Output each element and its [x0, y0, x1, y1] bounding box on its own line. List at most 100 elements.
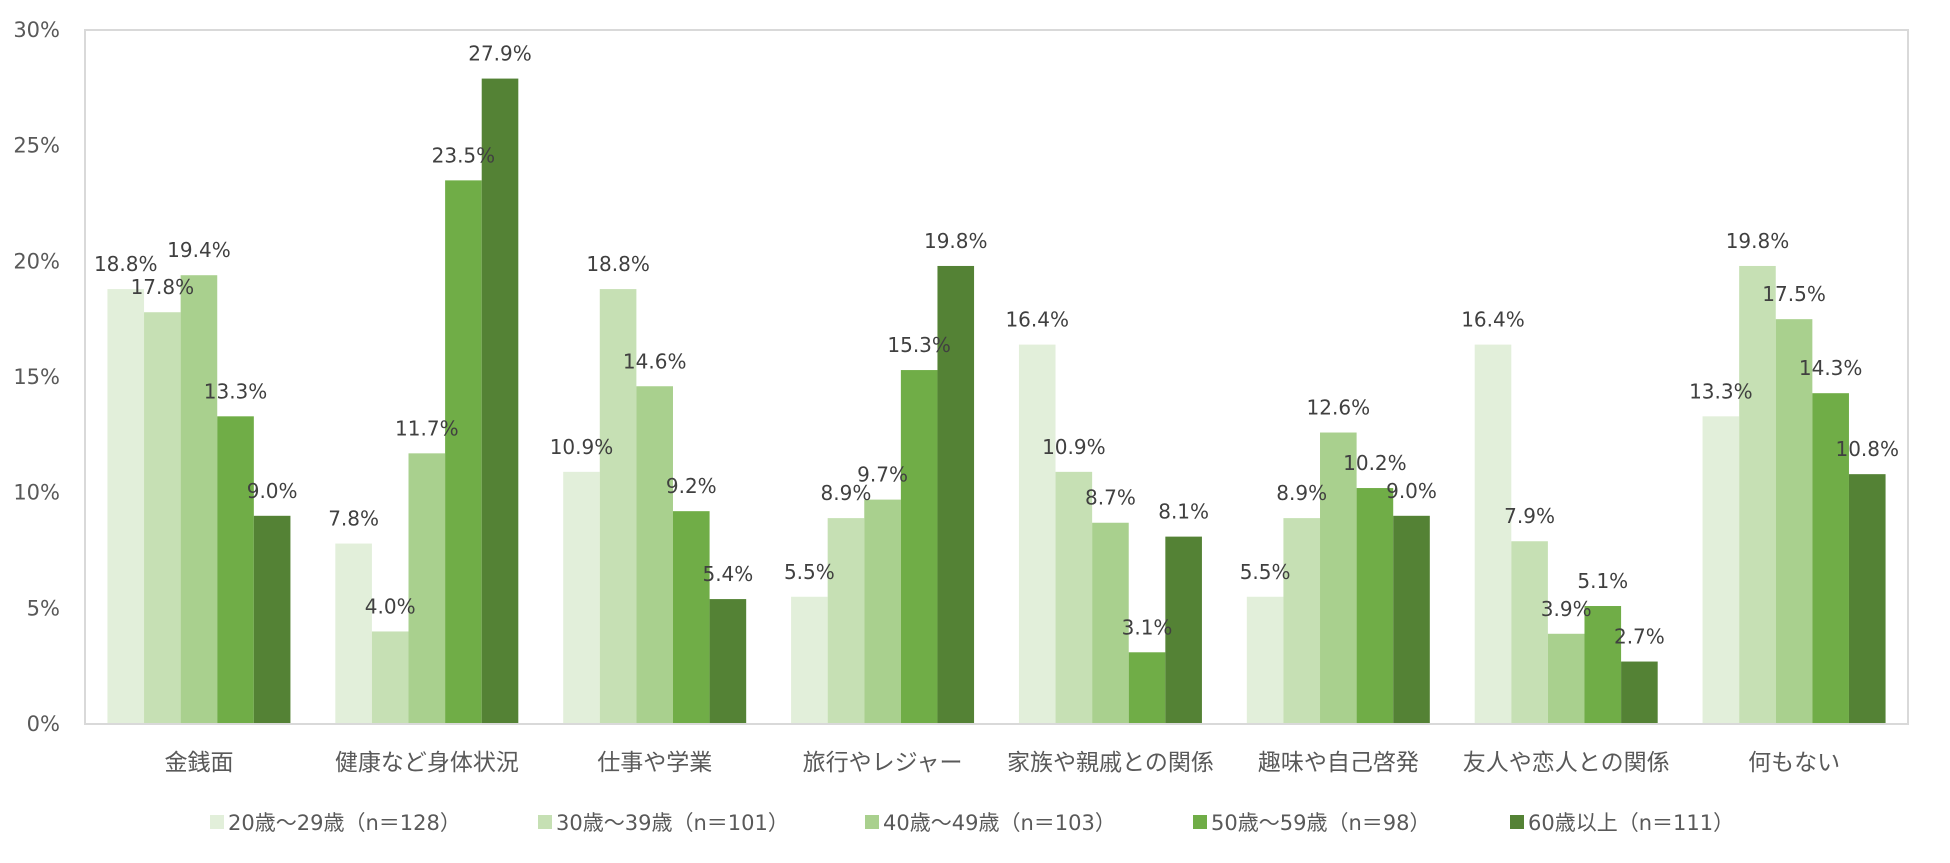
data-label: 23.5% — [432, 143, 496, 167]
y-tick-label: 5% — [27, 596, 60, 620]
data-label: 10.9% — [1042, 435, 1106, 459]
x-tick-label: 友人や恋人との関係 — [1463, 750, 1670, 776]
legend-label: 60歳以上（n＝111） — [1528, 811, 1734, 835]
bar — [1848, 474, 1886, 724]
data-label: 14.6% — [623, 349, 687, 373]
legend-swatch — [538, 815, 552, 829]
data-label: 7.9% — [1504, 504, 1555, 528]
data-label: 10.8% — [1835, 437, 1899, 461]
data-label: 16.4% — [1005, 308, 1069, 332]
y-tick-label: 30% — [13, 18, 60, 42]
legend-label: 30歳〜39歳（n＝101） — [556, 811, 789, 835]
bar — [1165, 536, 1202, 724]
bar — [636, 386, 673, 724]
data-label: 4.0% — [365, 594, 416, 618]
bar — [1739, 265, 1776, 724]
x-tick-label: 旅行やレジャー — [803, 750, 963, 776]
data-label: 19.8% — [1726, 229, 1790, 253]
data-label: 19.8% — [924, 229, 988, 253]
data-label: 3.9% — [1541, 597, 1592, 621]
data-label: 9.2% — [666, 474, 717, 498]
y-tick-label: 25% — [13, 134, 60, 158]
data-label: 11.7% — [395, 416, 459, 440]
data-label: 8.1% — [1158, 500, 1209, 524]
bar — [408, 453, 446, 724]
legend-label: 50歳〜59歳（n＝98） — [1211, 811, 1430, 835]
bar — [709, 599, 747, 724]
bar — [1246, 596, 1284, 724]
bar — [1474, 344, 1512, 724]
legend-swatch — [210, 815, 224, 829]
y-tick-label: 10% — [13, 481, 60, 505]
data-label: 16.4% — [1461, 308, 1525, 332]
data-label: 8.7% — [1085, 486, 1136, 510]
data-label: 9.7% — [857, 463, 908, 487]
data-labels-group: 18.8%17.8%19.4%13.3%9.0%7.8%4.0%11.7%23.… — [94, 42, 1899, 649]
data-label: 5.5% — [1240, 560, 1291, 584]
data-label: 9.0% — [247, 479, 298, 503]
bar — [900, 370, 938, 724]
bars-group — [107, 78, 1886, 724]
data-label: 2.7% — [1614, 625, 1665, 649]
bar — [481, 78, 519, 724]
data-label: 12.6% — [1307, 396, 1371, 420]
data-label: 18.8% — [94, 252, 158, 276]
bar — [599, 289, 637, 724]
x-tick-label: 趣味や自己啓発 — [1258, 750, 1419, 776]
bar — [791, 596, 828, 724]
data-label: 14.3% — [1799, 356, 1863, 380]
data-label: 10.9% — [550, 435, 614, 459]
y-tick-label: 20% — [13, 249, 60, 273]
legend-swatch — [865, 815, 879, 829]
legend-label: 40歳〜49歳（n＝103） — [883, 811, 1116, 835]
bar — [180, 275, 218, 724]
bar — [1547, 633, 1585, 724]
data-label: 5.1% — [1577, 569, 1628, 593]
bar — [371, 631, 409, 724]
legend: 20歳〜29歳（n＝128） 30歳〜39歳（n＝101） 40歳〜49歳（n＝10… — [210, 811, 1734, 835]
bar — [1092, 522, 1129, 724]
data-label: 10.2% — [1343, 451, 1407, 475]
bar — [1702, 416, 1740, 724]
x-tick-label: 金銭面 — [164, 750, 233, 776]
data-label: 8.9% — [821, 481, 872, 505]
bar — [563, 471, 600, 724]
x-tick-label: 家族や親戚との関係 — [1007, 750, 1214, 776]
x-tick-label: 仕事や学業 — [597, 750, 712, 776]
bar — [1621, 661, 1658, 724]
data-label: 27.9% — [468, 42, 532, 66]
bar — [253, 515, 291, 724]
bar — [1018, 344, 1056, 724]
bar — [1128, 652, 1166, 724]
data-label: 5.5% — [784, 560, 835, 584]
data-label: 15.3% — [887, 333, 951, 357]
y-tick-label: 0% — [27, 712, 60, 736]
legend-swatch — [1510, 815, 1524, 829]
bar — [107, 289, 145, 724]
bar — [1055, 471, 1093, 724]
data-label: 17.5% — [1762, 282, 1826, 306]
y-axis-ticks: 0% 5% 10% 15% 20% 25% 30% — [13, 18, 60, 736]
data-label: 18.8% — [586, 252, 650, 276]
x-tick-label: 健康など身体状況 — [335, 750, 519, 776]
bar — [217, 416, 254, 724]
bar — [937, 265, 975, 724]
x-tick-label: 何もない — [1748, 750, 1840, 776]
bar — [1511, 541, 1548, 724]
bar — [1356, 488, 1394, 724]
legend-label: 20歳〜29歳（n＝128） — [228, 811, 461, 835]
data-label: 9.0% — [1386, 479, 1437, 503]
bar — [672, 511, 710, 724]
data-label: 8.9% — [1276, 481, 1327, 505]
legend-swatch — [1193, 815, 1207, 829]
bar — [445, 180, 482, 724]
data-label: 7.8% — [328, 507, 379, 531]
bar — [827, 518, 865, 724]
bar — [1775, 319, 1813, 724]
bar — [335, 543, 372, 724]
data-label: 13.3% — [204, 379, 268, 403]
bar — [144, 312, 181, 724]
bar — [1812, 393, 1849, 724]
